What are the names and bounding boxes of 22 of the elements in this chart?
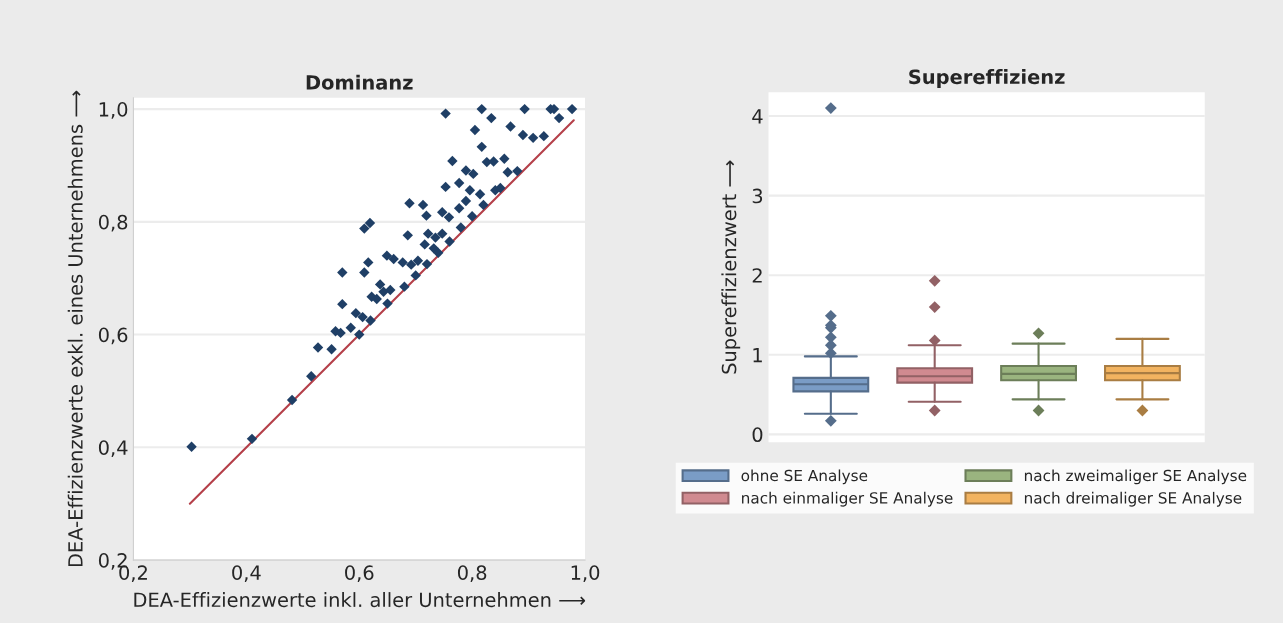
chart-title: Dominanz (306, 74, 413, 90)
y-tick-label: 4 (752, 109, 763, 124)
legend-label: nach einmaliger SE Analyse (742, 491, 953, 507)
y-tick-label: 0,6 (98, 327, 128, 345)
legend-label: nach zweimaliger SE Analyse (1024, 469, 1247, 485)
y-axis-title: DEA-Effizienzwerte exkl. eines Unternehmens ⟶ (67, 90, 83, 567)
y-tick-label: 0,8 (98, 214, 128, 232)
legend-label: nach dreimaliger SE Analyse (1024, 491, 1242, 507)
x-tick-label: 1,0 (571, 565, 600, 582)
legend-label: ohne SE Analyse (741, 469, 868, 485)
x-tick-label: 0,4 (232, 565, 261, 582)
y-tick-label: 1 (753, 348, 762, 363)
y-tick-label: 1,0 (99, 102, 128, 119)
x-axis-title: DEA-Effizienzwerte inkl. aller Unternehmen ⟶ (134, 592, 586, 608)
y-tick-label: 2 (752, 268, 762, 283)
y-tick-label: 3 (752, 188, 763, 204)
x-tick-label: 0,8 (457, 565, 487, 582)
y-tick-label: 0,4 (98, 440, 128, 457)
x-tick-label: 0,6 (345, 565, 374, 582)
y-axis-title: Supereffizienzwert ⟶ (721, 160, 741, 374)
y-tick-label: 0 (752, 427, 763, 443)
chart-title: Supereffizienz (909, 69, 1065, 88)
